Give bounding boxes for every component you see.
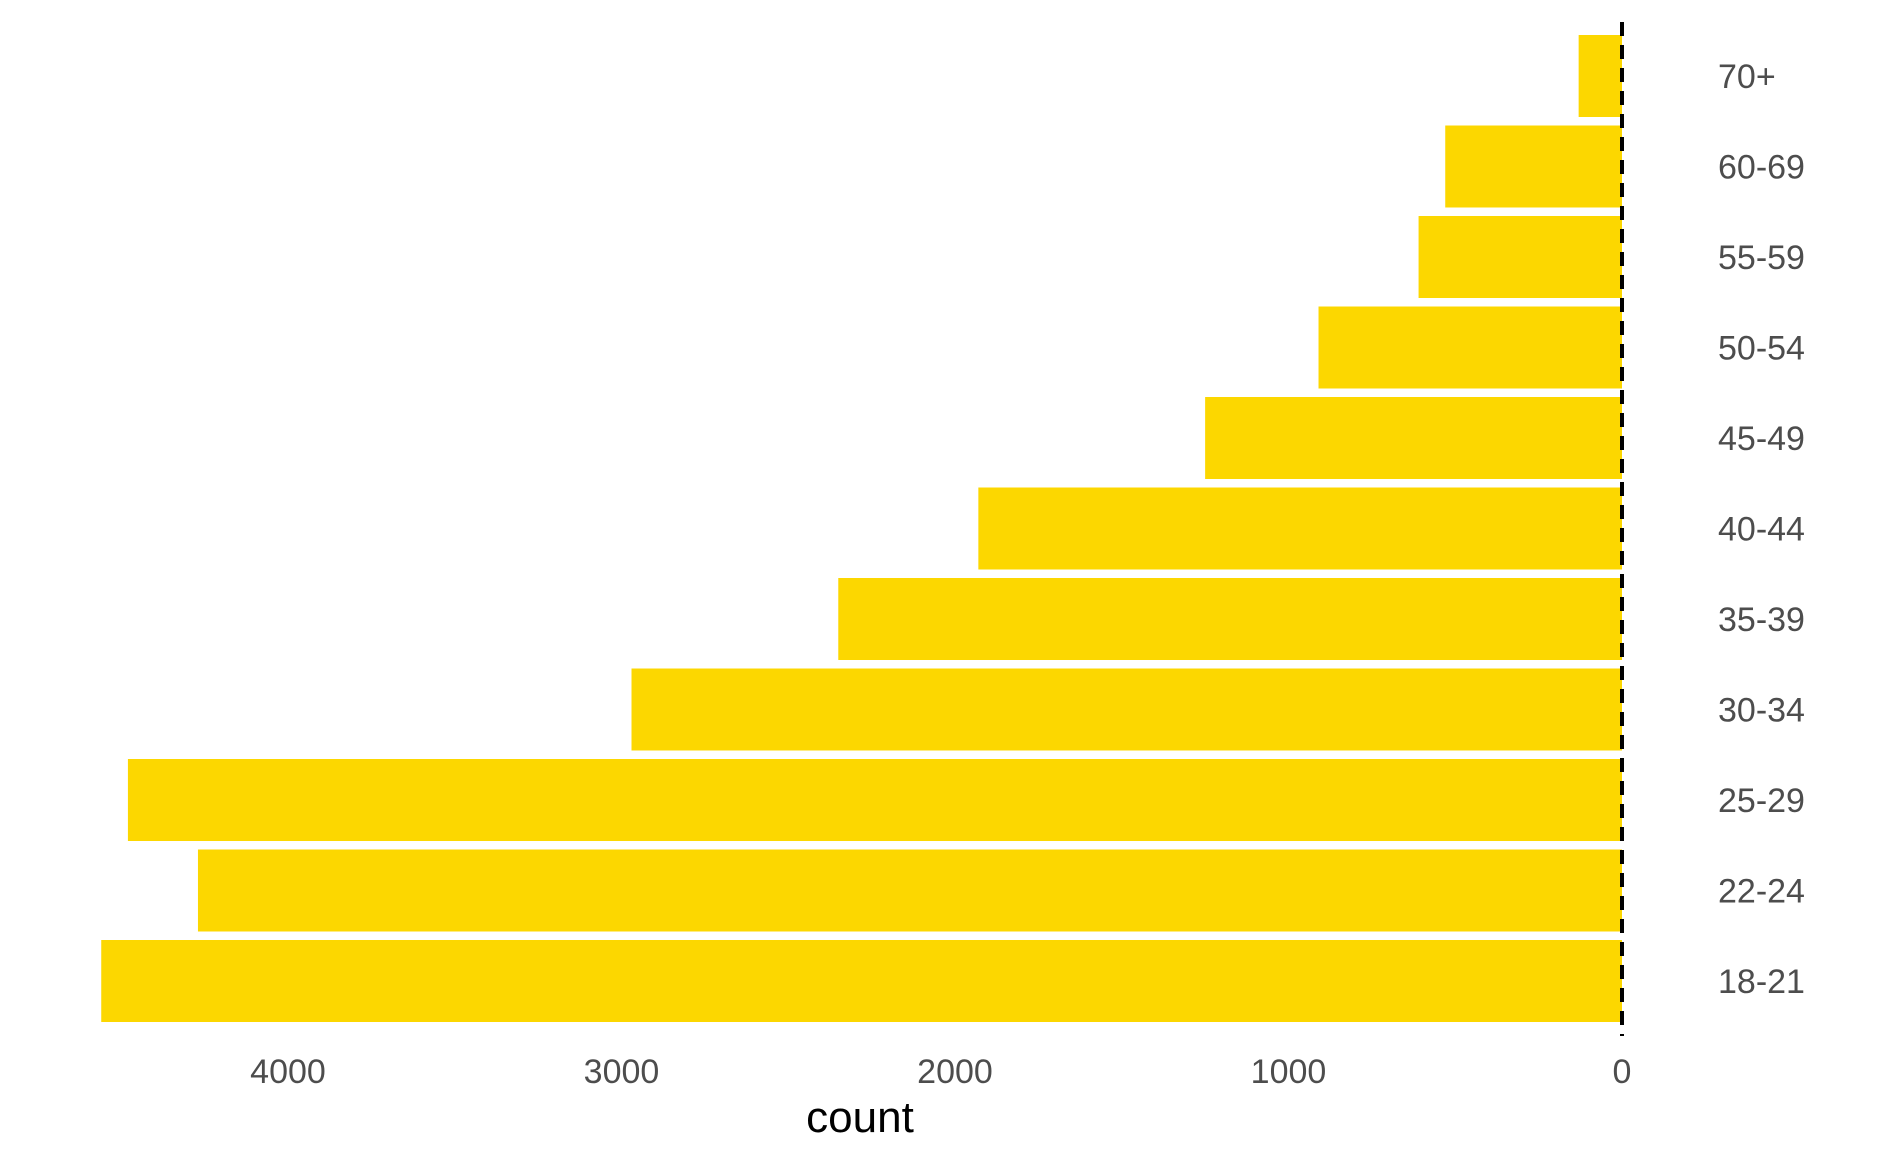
y-tick-label-60-69: 60-69: [1718, 149, 1805, 187]
x-axis-title: count: [806, 1093, 914, 1142]
y-tick-label-22-24: 22-24: [1718, 873, 1805, 911]
y-axis-labels: 18-21 22-24 25-29 30-34 35-39 40-44 45-49 50-54…: [1718, 58, 1805, 1001]
y-tick-label-50-54: 50-54: [1718, 330, 1805, 368]
y-tick-label-30-34: 30-34: [1718, 692, 1805, 730]
y-tick-label-40-44: 40-44: [1718, 511, 1805, 549]
x-tick-label-1000: 1000: [1251, 1053, 1327, 1091]
bar-22-24: [197, 849, 1623, 932]
bar-25-29: [127, 759, 1622, 841]
y-tick-label-35-39: 35-39: [1718, 601, 1805, 639]
x-tick-label-3000: 3000: [584, 1053, 660, 1091]
bar-18-21: [101, 940, 1623, 1022]
x-tick-label-0: 0: [1613, 1053, 1632, 1091]
bar-30-34: [631, 668, 1622, 751]
y-tick-label-25-29: 25-29: [1718, 782, 1805, 820]
y-tick-label-55-59: 55-59: [1718, 239, 1805, 277]
bar-70+: [1578, 35, 1622, 117]
y-tick-label-18-21: 18-21: [1718, 963, 1805, 1001]
x-tick-label-2000: 2000: [917, 1053, 993, 1091]
bar-50-54: [1318, 306, 1622, 389]
x-axis-tick-labels: 4000 3000 2000 1000 0: [250, 1053, 1631, 1091]
bars-layer: [101, 35, 1623, 1022]
bar-35-39: [838, 578, 1622, 660]
y-tick-label-70+: 70+: [1718, 58, 1776, 96]
bar-55-59: [1418, 216, 1622, 298]
bar-45-49: [1205, 397, 1622, 479]
y-tick-label-45-49: 45-49: [1718, 420, 1805, 458]
bar-60-69: [1445, 125, 1622, 208]
bar-40-44: [978, 487, 1622, 570]
x-tick-label-4000: 4000: [250, 1053, 326, 1091]
